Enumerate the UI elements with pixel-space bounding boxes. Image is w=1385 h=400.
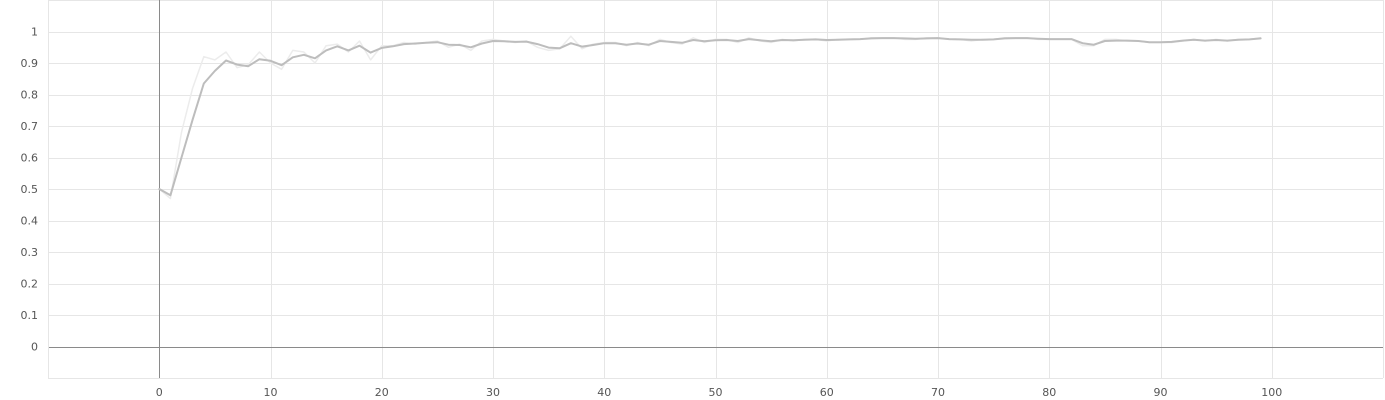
y-tick-label: 0.5 [21, 183, 39, 196]
y-tick-label: 0.1 [21, 309, 39, 322]
y-tick-label: 0.6 [21, 152, 39, 165]
y-tick-label: 0.2 [21, 278, 39, 291]
series-line-smoothed [158, 37, 1262, 197]
x-tick-label: 90 [1154, 386, 1168, 399]
series-line-raw [158, 35, 1262, 200]
x-tick-label: 10 [264, 386, 278, 399]
chart-grid [48, 0, 1384, 379]
x-tick-label: 70 [931, 386, 945, 399]
y-tick-label: 0.3 [21, 246, 39, 259]
x-tick-label: 40 [597, 386, 611, 399]
y-tick-label: 0.8 [21, 89, 39, 102]
y-tick-label: 0.7 [21, 120, 39, 133]
y-tick-label: 0.4 [21, 215, 39, 228]
y-tick-label: 0.9 [21, 57, 39, 70]
x-tick-label: 50 [709, 386, 723, 399]
y-tick-label: 1 [31, 26, 38, 39]
x-tick-label: 100 [1261, 386, 1282, 399]
x-tick-label: 20 [375, 386, 389, 399]
x-tick-label: 60 [820, 386, 834, 399]
x-tick-label: 0 [156, 386, 163, 399]
y-tick-label: 0 [31, 341, 38, 354]
x-tick-label: 30 [486, 386, 500, 399]
chart-series [158, 35, 1262, 200]
x-tick-label: 80 [1042, 386, 1056, 399]
tick-labels: 0 10 20 30 40 50 60 70 80 90 100 0 0.1 0.2 0.3 0.4 0.5 0.… [21, 26, 1283, 400]
